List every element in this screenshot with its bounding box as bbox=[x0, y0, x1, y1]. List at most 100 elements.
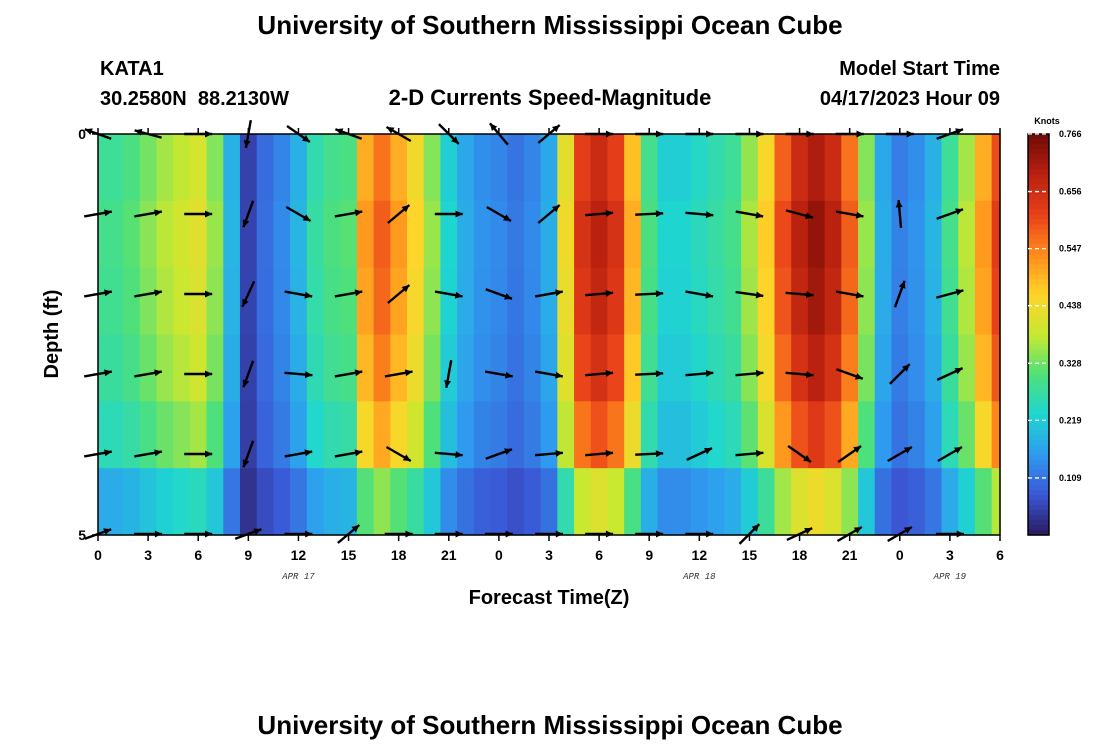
colorbar-tick-label: 0.109 bbox=[1059, 473, 1082, 483]
current-vector-arrow bbox=[585, 209, 614, 217]
heatmap-cell bbox=[707, 134, 725, 202]
heatmap-cell bbox=[98, 468, 107, 536]
heatmap-cell bbox=[707, 334, 725, 402]
heatmap-cell bbox=[540, 468, 558, 536]
colorbar-swatch bbox=[1028, 529, 1049, 536]
heatmap-cell bbox=[824, 267, 842, 336]
current-vector-arrow bbox=[685, 290, 714, 299]
colorbar-swatch bbox=[1028, 289, 1049, 295]
heatmap-cell bbox=[457, 401, 475, 469]
arrow-head bbox=[354, 449, 363, 457]
heatmap-cell bbox=[123, 200, 141, 269]
colorbar-swatch bbox=[1028, 499, 1049, 506]
heatmap-cell bbox=[256, 401, 274, 469]
arrow-head bbox=[853, 446, 862, 453]
current-vector-arrow bbox=[787, 445, 812, 463]
current-vector-arrow bbox=[284, 371, 313, 379]
arrow-head bbox=[895, 200, 903, 208]
heatmap-cell bbox=[607, 200, 625, 269]
y-tick-label: 0 bbox=[78, 126, 86, 142]
heatmap-cell bbox=[690, 334, 709, 402]
heatmap-cell bbox=[356, 134, 375, 202]
arrow-head bbox=[205, 290, 213, 298]
colorbar-swatch bbox=[1028, 244, 1049, 250]
heatmap-cell bbox=[423, 334, 442, 402]
heatmap-cell bbox=[874, 401, 893, 469]
heatmap-cell bbox=[924, 267, 943, 336]
heatmap-cell bbox=[741, 267, 759, 336]
heatmap-cell bbox=[690, 468, 709, 536]
heatmap-cell bbox=[774, 134, 792, 202]
current-vector-arrow bbox=[537, 204, 561, 224]
colorbar-swatch bbox=[1028, 369, 1049, 376]
heatmap-cell bbox=[490, 334, 508, 402]
heatmap-cell bbox=[557, 267, 575, 336]
colorbar-swatch bbox=[1028, 359, 1049, 366]
heatmap-cell bbox=[98, 401, 107, 469]
heatmap-cell bbox=[908, 200, 926, 269]
arrow-head bbox=[605, 289, 614, 297]
current-vector-arrow bbox=[285, 205, 312, 223]
heatmap-cell bbox=[807, 134, 826, 202]
colorbar-swatch bbox=[1028, 354, 1049, 361]
heatmap-cell bbox=[473, 401, 492, 469]
arrow-head bbox=[205, 370, 213, 378]
colorbar-swatch bbox=[1028, 239, 1049, 245]
colorbar-swatch bbox=[1028, 249, 1049, 255]
colorbar-tick-label: 0.438 bbox=[1059, 301, 1082, 311]
heatmap-cell bbox=[306, 401, 325, 469]
current-vector-arrow bbox=[485, 448, 513, 460]
heatmap-cell bbox=[507, 334, 525, 402]
heatmap-cell bbox=[590, 468, 609, 536]
heatmap-cell bbox=[874, 267, 893, 336]
colorbar-swatch bbox=[1028, 149, 1049, 155]
arrow-head bbox=[205, 450, 213, 458]
heatmap-cell bbox=[757, 334, 776, 402]
heatmap-cell bbox=[824, 200, 842, 269]
heatmap-cell bbox=[206, 468, 224, 536]
arrow-head bbox=[451, 136, 459, 144]
current-vector-arrow bbox=[134, 449, 163, 458]
heatmap-cell bbox=[239, 134, 258, 202]
heatmap-cell bbox=[540, 267, 558, 336]
colorbar-swatch bbox=[1028, 439, 1049, 446]
heatmap-cell bbox=[356, 200, 375, 269]
colorbar-swatch bbox=[1028, 274, 1049, 280]
heatmap-cell bbox=[407, 468, 425, 536]
arrow-head bbox=[242, 379, 250, 388]
arrow-head bbox=[104, 209, 112, 217]
colorbar-swatch bbox=[1028, 449, 1049, 456]
y-tick-label: 5 bbox=[78, 527, 86, 543]
heatmap-cell bbox=[590, 334, 609, 402]
heatmap-cell bbox=[557, 401, 575, 469]
heatmap-cell bbox=[557, 134, 575, 202]
heatmap-cell bbox=[206, 334, 224, 402]
heatmap-cell bbox=[173, 401, 191, 469]
heatmap-cell bbox=[791, 267, 809, 336]
heatmap-cell bbox=[774, 200, 792, 269]
heatmap-cell bbox=[139, 401, 158, 469]
heatmap-cell bbox=[189, 267, 208, 336]
x-tick-label: 6 bbox=[595, 547, 603, 563]
heatmap-cell bbox=[340, 401, 358, 469]
plot-title: 2-D Currents Speed-Magnitude bbox=[389, 85, 712, 110]
heatmap-cell bbox=[490, 134, 508, 202]
colorbar-swatch bbox=[1028, 414, 1049, 421]
heatmap-cell bbox=[791, 468, 809, 536]
heatmap-cell bbox=[356, 334, 375, 402]
current-vector-arrow bbox=[786, 527, 813, 541]
colorbar-swatch bbox=[1028, 374, 1049, 381]
heatmap-cell bbox=[340, 468, 358, 536]
colorbar-swatch bbox=[1028, 319, 1049, 326]
arrow-head bbox=[555, 449, 563, 457]
arrow-head bbox=[955, 288, 964, 296]
colorbar-swatch bbox=[1028, 284, 1049, 290]
arrow-head bbox=[242, 298, 249, 307]
arrow-head bbox=[455, 210, 463, 218]
colorbar-swatch bbox=[1028, 424, 1049, 431]
current-vector-arrow bbox=[284, 449, 313, 458]
heatmap-cell bbox=[540, 334, 558, 402]
heatmap-cell bbox=[98, 134, 107, 202]
heatmap-cell bbox=[958, 468, 976, 536]
heatmap-cell bbox=[273, 267, 291, 336]
